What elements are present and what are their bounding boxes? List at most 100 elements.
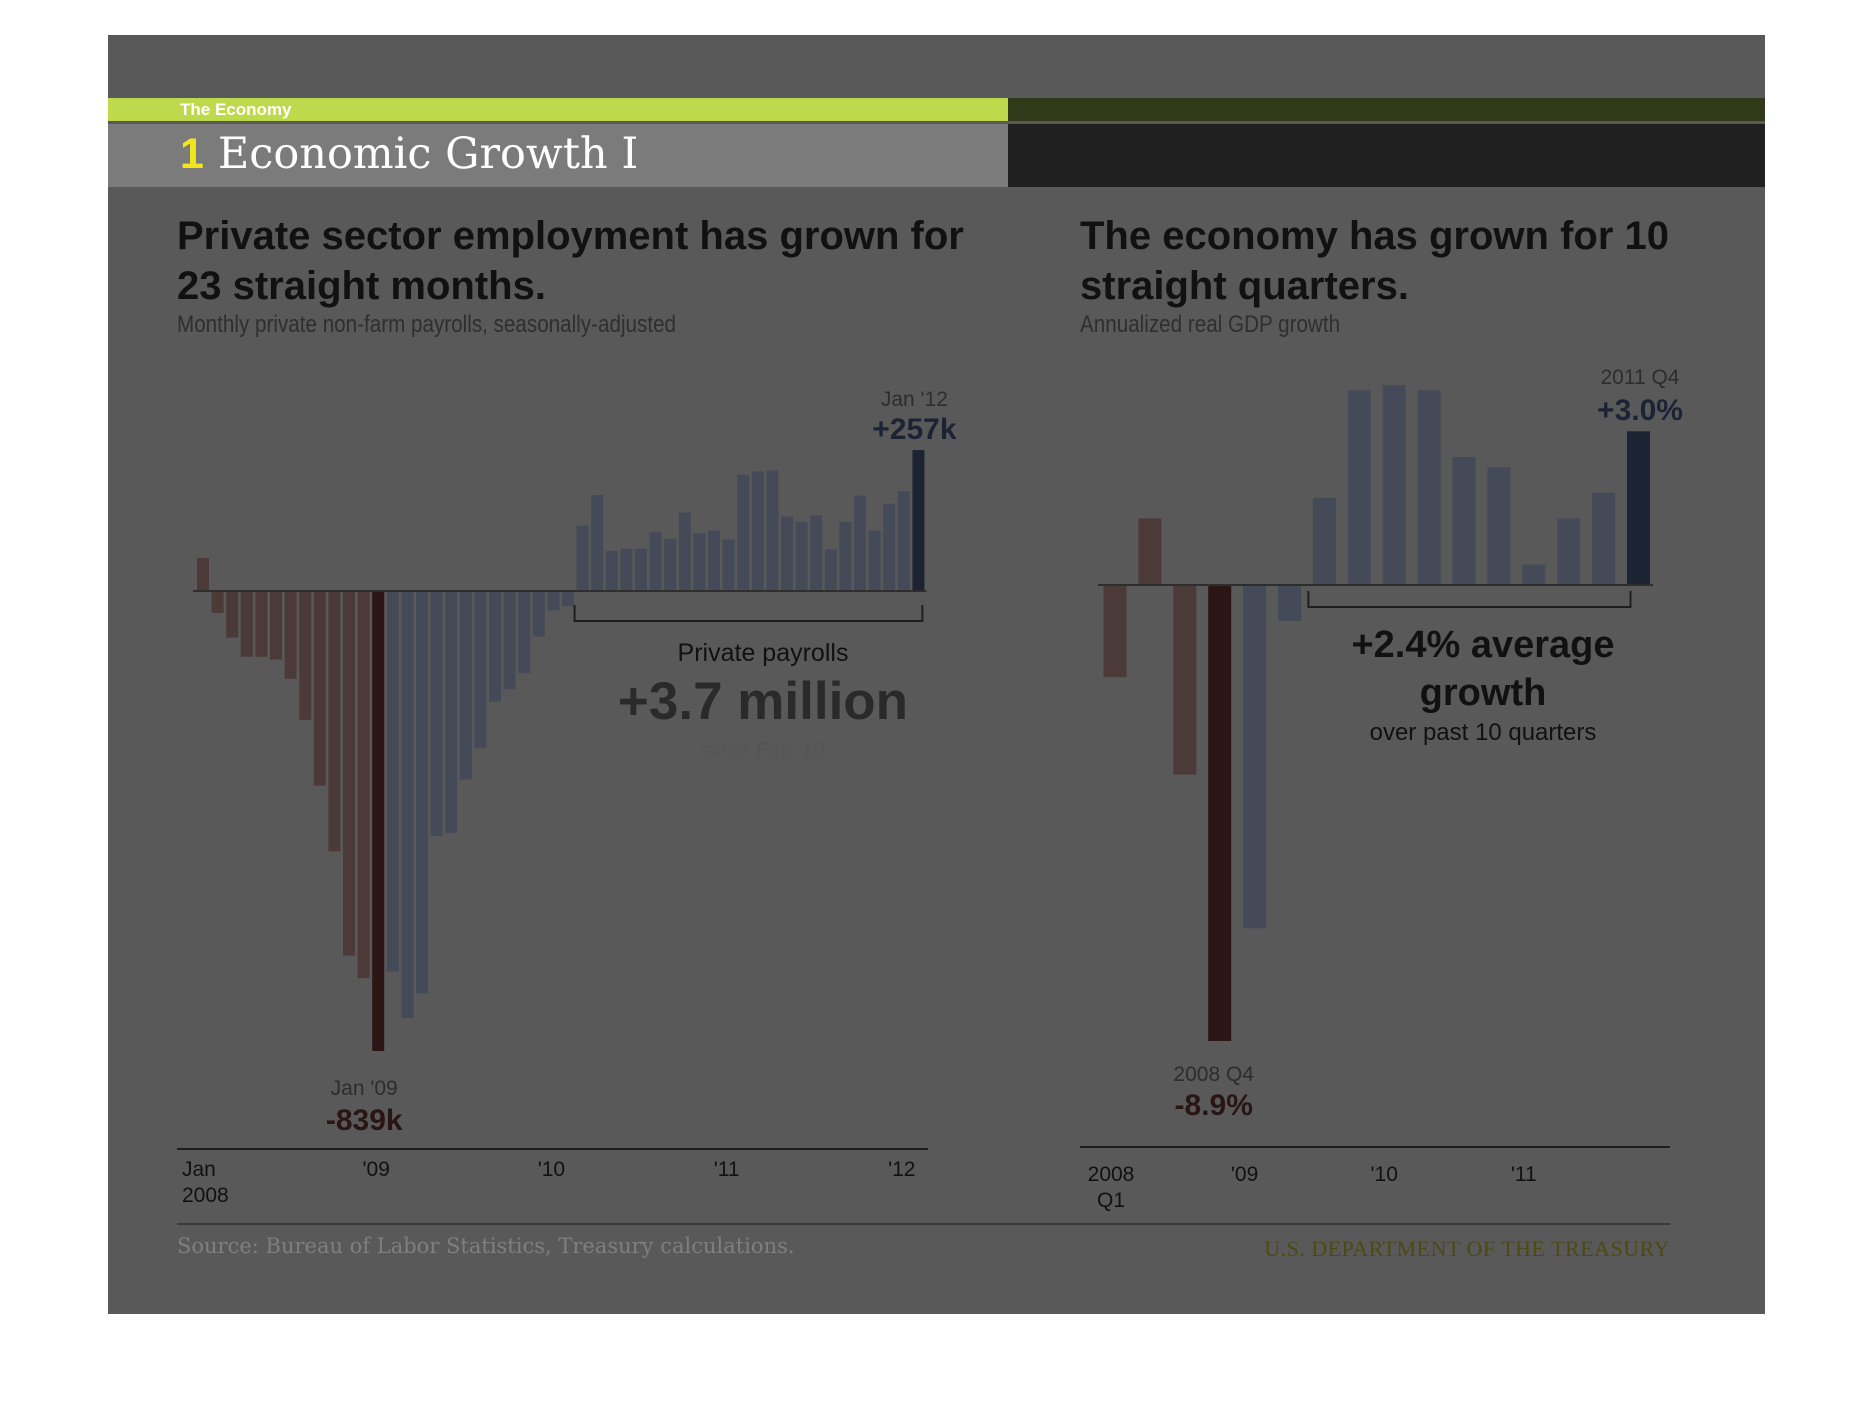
payroll-bar [693, 533, 706, 591]
gdp-trough-date: 2008 Q4 [1173, 1063, 1254, 1086]
payroll-bar [313, 591, 326, 786]
slide: The Economy 1 Economic Growth I Private s… [108, 35, 1765, 1314]
payroll-bar [722, 539, 735, 591]
gdp-peak-date: 2011 Q4 [1600, 366, 1679, 389]
gdp-x-tick-label: '09 [1231, 1163, 1258, 1186]
gdp-bar [1138, 518, 1162, 585]
payroll-bar [576, 525, 589, 591]
payroll-annotation-label: Private payrolls [678, 639, 849, 667]
gdp-bar [1382, 385, 1406, 585]
payroll-bar [445, 591, 458, 833]
gdp-bar [1278, 585, 1301, 621]
payroll-bar [635, 548, 647, 591]
payroll-bar [197, 558, 209, 591]
payroll-trough-date: Jan '09 [331, 1077, 398, 1100]
payroll-bar [824, 549, 837, 591]
payroll-bar [343, 591, 355, 956]
payroll-bar [226, 591, 239, 638]
gdp-bar [1243, 585, 1267, 929]
payroll-bar [328, 591, 341, 852]
payroll-bar [751, 471, 764, 591]
payroll-bar [459, 591, 472, 780]
gdp-bar [1592, 492, 1616, 585]
gdp-annotation-note: over past 10 quarters [1370, 719, 1597, 746]
gdp-bar [1627, 431, 1650, 585]
gdp-bar [1208, 585, 1232, 1041]
payroll-bar [591, 495, 604, 591]
payroll-bar [649, 532, 662, 591]
gdp-bar [1173, 585, 1197, 775]
page-title: 1 Economic Growth I [180, 129, 638, 179]
payroll-annotation-value: +3.7 million [618, 672, 908, 731]
gdp-bar [1557, 518, 1581, 585]
payroll-bar [489, 591, 501, 702]
payroll-bar [240, 591, 253, 657]
footer-divider [177, 1223, 1670, 1225]
source-note: Source: Bureau of Labor Statistics, Trea… [177, 1234, 795, 1258]
payroll-bar [518, 591, 531, 674]
right-headline: The economy has grown for 10 straight qu… [1080, 214, 1670, 308]
gdp-bar [1522, 564, 1546, 585]
left-headline: Private sector employment has grown for … [177, 214, 964, 308]
payroll-bar [430, 591, 443, 837]
payroll-bar [416, 591, 428, 994]
payroll-bar [503, 591, 516, 690]
section-bar-highlight [108, 98, 1008, 121]
payroll-bar [474, 591, 487, 748]
payroll-x-tick-label: '11 [714, 1158, 740, 1181]
gdp-x-tick-label: 2008 Q1 [1088, 1163, 1135, 1212]
gdp-x-tick-label: '11 [1511, 1163, 1537, 1186]
payroll-bar [883, 503, 896, 591]
payroll-peak-date: Jan '12 [881, 388, 948, 411]
payroll-bar [795, 521, 808, 591]
section-label: The Economy [180, 100, 292, 119]
department-logo-text: U.S. DEPARTMENT OF THE TREASURY [1264, 1236, 1670, 1261]
gdp-bar [1103, 585, 1127, 678]
payroll-bar [299, 591, 312, 720]
payroll-bar [284, 591, 297, 679]
payroll-bar [810, 515, 823, 591]
title-bar-highlight [108, 124, 1008, 187]
gdp-bracket [1307, 591, 1632, 608]
payroll-bar [854, 495, 866, 591]
gdp-x-tick-label: '10 [1371, 1163, 1398, 1186]
payroll-bar [562, 591, 574, 607]
payroll-bar [708, 530, 720, 591]
payroll-bar [547, 591, 560, 611]
payroll-bar [678, 512, 691, 591]
payroll-bar [532, 591, 545, 637]
gdp-bar [1347, 390, 1371, 585]
payroll-bar [620, 548, 633, 591]
page-number: 1 [180, 130, 204, 178]
payroll-bar [270, 591, 282, 660]
payroll-bar [386, 591, 399, 972]
page-title-text: Economic Growth I [217, 129, 639, 179]
gdp-bar [1417, 390, 1441, 585]
payroll-bar [372, 591, 385, 1051]
payroll-bar [664, 538, 677, 591]
payroll-peak-value: +257k [872, 413, 957, 446]
gdp-trough-value: -8.9% [1175, 1089, 1253, 1122]
payroll-bar [211, 591, 224, 613]
payroll-bar [357, 591, 370, 979]
gdp-annotation-label-line2: growth [1420, 672, 1547, 714]
payroll-bar [605, 550, 618, 591]
payroll-x-tick-label: '12 [888, 1158, 915, 1181]
payroll-bar [839, 521, 852, 591]
payroll-bar [737, 474, 750, 591]
payroll-bar [401, 591, 414, 1019]
payrolls-chart: Jan '12+257k Jan '09 -839k Private payrolls… [177, 388, 957, 1207]
payroll-bar [766, 470, 779, 591]
payroll-x-tick-label: '10 [538, 1158, 565, 1181]
gdp-bar [1452, 456, 1476, 585]
payroll-bar [255, 591, 268, 657]
payroll-bar [912, 450, 925, 591]
gdp-bar [1312, 497, 1336, 585]
right-subhead: Annualized real GDP growth [1080, 311, 1341, 338]
payroll-x-tick-label: Jan 2008 [182, 1158, 229, 1207]
gdp-bar [1487, 467, 1511, 585]
gdp-annotation-label-line1: +2.4% average [1351, 624, 1614, 666]
gdp-chart: 2011 Q4 +3.0% 2008 Q4 -8.9% +2.4% average gro… [1080, 366, 1683, 1212]
left-subhead: Monthly private non-farm payrolls, seaso… [177, 311, 677, 338]
payroll-bar [781, 516, 793, 591]
